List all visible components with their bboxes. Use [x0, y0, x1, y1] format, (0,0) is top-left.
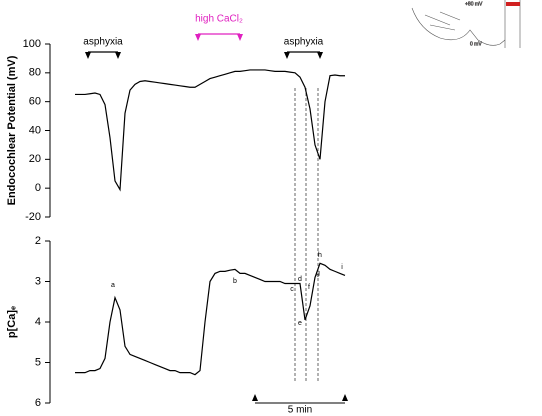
inset-mark	[506, 2, 520, 6]
inset: +80 mV 0 mV	[412, 0, 520, 48]
y-tick-label: 60	[29, 96, 41, 108]
y-tick-label: 2	[35, 235, 41, 247]
scale-bar: 5 min	[252, 394, 348, 416]
scale-arrows	[252, 394, 348, 401]
annotation: b	[233, 278, 237, 285]
scale-label: 5 min	[288, 405, 312, 416]
inset-outline	[412, 8, 505, 45]
event-label: asphyxia	[284, 37, 324, 48]
y-tick-label: 5	[35, 356, 41, 368]
y-tick-label: 3	[35, 275, 41, 287]
data-line	[75, 70, 345, 190]
annotation: g	[316, 270, 320, 277]
y-axis-label: p[Ca]ₑ	[6, 306, 18, 338]
inset-label: +80 mV	[465, 1, 483, 7]
inset-label: 0 mV	[470, 41, 482, 47]
data-line	[75, 263, 345, 374]
event-arrows	[85, 52, 121, 59]
event-arrows	[195, 34, 243, 41]
y-tick-label: 6	[35, 397, 41, 409]
y-tick-label: 80	[29, 67, 41, 79]
inset-outline	[425, 12, 460, 30]
figure: +80 mV 0 mV 5 min -20 0 20 40 60 80 100 Endococ…	[0, 0, 542, 416]
annotation: e	[298, 320, 302, 327]
y-tick-label: 40	[29, 124, 41, 136]
event-arrows	[284, 52, 323, 59]
event-label: high CaCl₂	[195, 14, 243, 25]
annotation: c	[290, 286, 294, 293]
dashed-lines	[295, 88, 318, 382]
annotation: h	[318, 252, 322, 259]
annotation: i	[341, 264, 343, 271]
annotation: a	[111, 282, 115, 289]
y-tick-label: -20	[25, 211, 41, 223]
y-tick-label: 0	[35, 182, 41, 194]
y-tick-label: 100	[23, 38, 41, 50]
event-label: asphyxia	[83, 37, 123, 48]
y-tick-label: 4	[35, 316, 41, 328]
y-axis-label: Endocochlear Potential (mV)	[6, 55, 18, 205]
annotation: f	[308, 284, 310, 291]
inset-outline	[505, 0, 520, 48]
annotation: d	[298, 276, 302, 283]
y-tick-label: 20	[29, 153, 41, 165]
